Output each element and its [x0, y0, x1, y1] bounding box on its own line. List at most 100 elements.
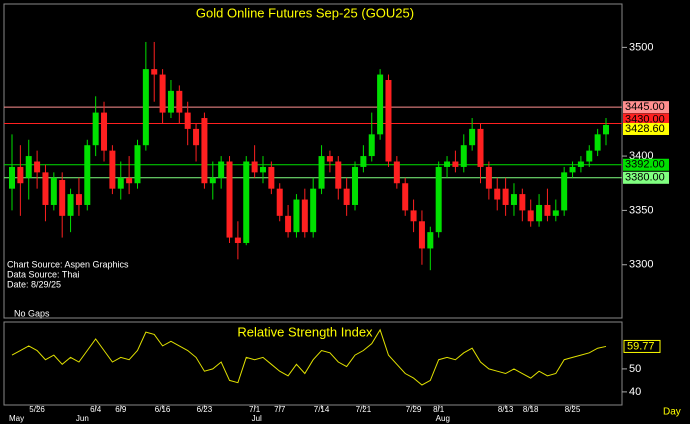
level-box	[623, 171, 669, 184]
candle-body	[318, 156, 325, 189]
candle-body	[293, 199, 300, 233]
rsi-title: Relative Strength Index	[237, 324, 373, 339]
candle-body	[435, 166, 442, 233]
level-label: 3380.00	[625, 172, 665, 184]
candle-body	[209, 177, 216, 184]
candle-body	[452, 161, 459, 167]
candle-body	[176, 90, 183, 113]
candle-body	[385, 79, 392, 162]
candle-body	[544, 204, 551, 216]
candle-body	[594, 134, 601, 151]
candle-body	[502, 188, 509, 205]
candle-body	[251, 161, 258, 173]
candle-body	[34, 161, 41, 173]
x-tick-label: 7/1	[249, 405, 261, 414]
candle-body	[92, 112, 99, 146]
candle-body	[268, 166, 275, 189]
rsi-line	[11, 328, 607, 386]
candle-body	[234, 237, 241, 244]
candle-body	[42, 172, 49, 205]
candle-body	[527, 210, 534, 222]
x-tick-label: 6/9	[115, 405, 127, 414]
rsi-tick-label: 50	[629, 363, 641, 375]
candle-body	[368, 134, 375, 157]
candle-body	[326, 156, 333, 162]
level-label: 3445.00	[625, 101, 665, 113]
level-box	[623, 101, 669, 114]
candle-body	[536, 204, 543, 222]
candle-body	[485, 166, 492, 189]
candle-body	[494, 188, 501, 200]
level-box	[623, 113, 669, 126]
candle-body	[301, 199, 308, 233]
candle-body	[151, 69, 158, 75]
candle-body	[9, 166, 15, 189]
candle-body	[469, 128, 476, 146]
x-unit: Day	[663, 407, 681, 418]
candle-body	[310, 188, 317, 233]
candle-body	[285, 215, 292, 233]
candle-body	[50, 177, 57, 205]
candle-body	[586, 150, 593, 162]
x-tick-label: 8/13	[498, 405, 514, 414]
x-tick-label: 7/29	[406, 405, 422, 414]
rsi-last-box	[623, 339, 661, 353]
candle-body	[126, 177, 133, 184]
candle-body	[101, 112, 108, 151]
chart-title: Gold Online Futures Sep-25 (GOU25)	[196, 5, 414, 20]
candle-body	[67, 194, 74, 216]
x-tick-label: 8/1	[433, 405, 445, 414]
month-label: Jul	[252, 414, 262, 423]
x-tick-label: 8/25	[565, 405, 581, 414]
candle-body	[17, 166, 24, 184]
x-tick-label: 7/14	[314, 405, 330, 414]
candle-body	[460, 145, 467, 167]
candle-body	[343, 188, 350, 205]
x-tick-label: 8/18	[523, 405, 539, 414]
date-note: Date: 8/29/25	[7, 279, 61, 289]
rsi-last-label: 59.77	[627, 340, 655, 352]
candle-body	[552, 210, 559, 216]
month-label: May	[9, 414, 24, 423]
x-tick-label: 6/23	[197, 405, 213, 414]
x-tick-label: 7/7	[274, 405, 286, 414]
candle-body	[226, 161, 233, 238]
candle-body	[444, 161, 451, 167]
candle-body	[377, 74, 384, 135]
last-price-box	[623, 122, 669, 135]
candle-body	[117, 177, 124, 189]
candle-body	[418, 221, 425, 249]
candle-body	[360, 156, 367, 167]
candle-body	[402, 183, 409, 211]
month-label: Aug	[436, 414, 450, 423]
candle-body	[352, 166, 359, 205]
y-tick-label: 3350	[629, 204, 653, 216]
candle-body	[218, 161, 225, 178]
source-note: Data Source: Thai	[7, 269, 79, 279]
price-panel	[3, 3, 623, 319]
level-label: 3392.00	[625, 159, 665, 171]
x-tick-label: 5/26	[29, 405, 45, 414]
level-label: 3430.00	[625, 113, 665, 125]
candle-body	[243, 161, 250, 244]
candle-body	[477, 128, 484, 167]
x-tick-label: 7/21	[356, 405, 372, 414]
x-tick-label: 6/4	[90, 405, 102, 414]
candle-body	[142, 69, 149, 146]
candle-body	[134, 145, 141, 184]
candle-body	[519, 194, 526, 211]
y-tick-label: 3300	[629, 259, 653, 271]
source-note: Chart Source: Aspen Graphics	[7, 259, 129, 269]
candle-body	[167, 90, 174, 113]
y-tick-label: 3500	[629, 41, 653, 53]
x-tick-label: 6/16	[155, 405, 171, 414]
candle-body	[84, 145, 91, 205]
month-label: Jun	[76, 414, 89, 423]
candle-body	[193, 128, 200, 146]
candle-body	[410, 210, 417, 222]
candle-body	[603, 124, 609, 135]
candle-body	[201, 118, 208, 184]
candle-body	[561, 172, 568, 211]
candle-body	[276, 188, 283, 216]
